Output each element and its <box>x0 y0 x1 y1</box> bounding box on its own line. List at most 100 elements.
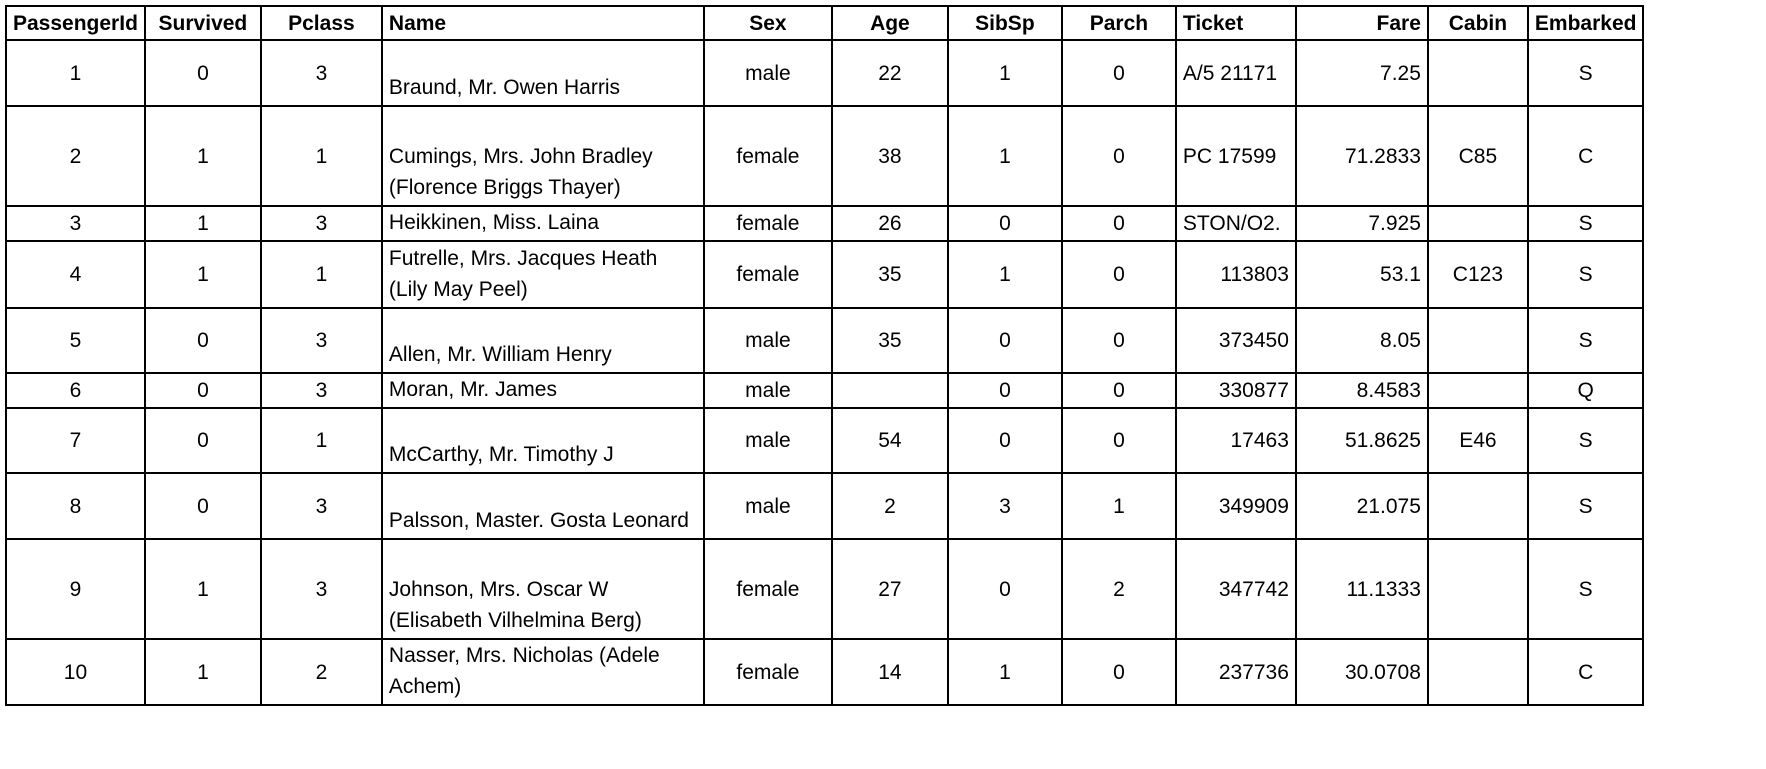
column-header-name[interactable]: Name <box>380 5 705 41</box>
cell-name[interactable]: Moran, Mr. James <box>380 372 705 409</box>
cell-cabin[interactable]: C85 <box>1426 105 1529 207</box>
cell-ticket[interactable]: 330877 <box>1174 372 1297 409</box>
cell-pclass[interactable]: 3 <box>259 307 383 374</box>
cell-embarked[interactable]: Q <box>1526 372 1645 409</box>
cell-age[interactable]: 2 <box>830 472 949 540</box>
cell-pclass[interactable]: 3 <box>259 472 383 540</box>
cell-sibsp[interactable]: 3 <box>946 472 1063 540</box>
cell-ticket[interactable]: 373450 <box>1174 307 1297 374</box>
cell-cabin[interactable] <box>1426 39 1529 107</box>
cell-age[interactable]: 22 <box>830 39 949 107</box>
cell-cabin[interactable] <box>1426 307 1529 374</box>
cell-sex[interactable]: male <box>702 39 833 107</box>
cell-ticket[interactable]: 237736 <box>1174 638 1297 706</box>
cell-passengerid[interactable]: 4 <box>5 240 146 309</box>
cell-survived[interactable]: 0 <box>143 307 262 374</box>
cell-cabin[interactable]: E46 <box>1426 407 1529 474</box>
cell-name[interactable]: McCarthy, Mr. Timothy J <box>380 407 705 474</box>
cell-sex[interactable]: female <box>702 538 833 640</box>
column-header-pclass[interactable]: Pclass <box>259 5 383 41</box>
cell-sibsp[interactable]: 1 <box>946 39 1063 107</box>
cell-sibsp[interactable]: 0 <box>946 372 1063 409</box>
cell-embarked[interactable]: S <box>1526 307 1645 374</box>
cell-survived[interactable]: 1 <box>143 240 262 309</box>
cell-fare[interactable]: 8.4583 <box>1294 372 1429 409</box>
cell-sex[interactable]: male <box>702 372 833 409</box>
column-header-embarked[interactable]: Embarked <box>1526 5 1645 41</box>
cell-passengerid[interactable]: 5 <box>5 307 146 374</box>
cell-parch[interactable]: 0 <box>1060 638 1177 706</box>
cell-sibsp[interactable]: 0 <box>946 205 1063 242</box>
cell-name[interactable]: Cumings, Mrs. John Bradley (Florence Bri… <box>380 105 705 207</box>
cell-pclass[interactable]: 1 <box>259 240 383 309</box>
cell-ticket[interactable]: 347742 <box>1174 538 1297 640</box>
cell-cabin[interactable] <box>1426 205 1529 242</box>
cell-name[interactable]: Heikkinen, Miss. Laina <box>380 205 705 242</box>
cell-ticket[interactable]: 17463 <box>1174 407 1297 474</box>
cell-survived[interactable]: 0 <box>143 472 262 540</box>
cell-survived[interactable]: 1 <box>143 638 262 706</box>
cell-survived[interactable]: 1 <box>143 105 262 207</box>
cell-embarked[interactable]: C <box>1526 105 1645 207</box>
cell-parch[interactable]: 1 <box>1060 472 1177 540</box>
cell-sibsp[interactable]: 0 <box>946 407 1063 474</box>
cell-embarked[interactable]: S <box>1526 205 1645 242</box>
cell-sex[interactable]: female <box>702 240 833 309</box>
cell-parch[interactable]: 0 <box>1060 372 1177 409</box>
cell-parch[interactable]: 2 <box>1060 538 1177 640</box>
cell-parch[interactable]: 0 <box>1060 105 1177 207</box>
cell-age[interactable]: 35 <box>830 307 949 374</box>
cell-parch[interactable]: 0 <box>1060 39 1177 107</box>
cell-ticket[interactable]: STON/O2. <box>1174 205 1297 242</box>
column-header-survived[interactable]: Survived <box>143 5 262 41</box>
column-header-passengerid[interactable]: PassengerId <box>5 5 146 41</box>
cell-sibsp[interactable]: 0 <box>946 538 1063 640</box>
column-header-cabin[interactable]: Cabin <box>1426 5 1529 41</box>
cell-name[interactable]: Allen, Mr. William Henry <box>380 307 705 374</box>
cell-cabin[interactable] <box>1426 538 1529 640</box>
cell-passengerid[interactable]: 8 <box>5 472 146 540</box>
cell-name[interactable]: Nasser, Mrs. Nicholas (Adele Achem) <box>380 638 705 706</box>
cell-embarked[interactable]: S <box>1526 472 1645 540</box>
cell-fare[interactable]: 11.1333 <box>1294 538 1429 640</box>
cell-fare[interactable]: 7.25 <box>1294 39 1429 107</box>
cell-ticket[interactable]: PC 17599 <box>1174 105 1297 207</box>
cell-fare[interactable]: 71.2833 <box>1294 105 1429 207</box>
cell-passengerid[interactable]: 3 <box>5 205 146 242</box>
cell-sex[interactable]: female <box>702 638 833 706</box>
cell-pclass[interactable]: 2 <box>259 638 383 706</box>
cell-passengerid[interactable]: 1 <box>5 39 146 107</box>
cell-fare[interactable]: 53.1 <box>1294 240 1429 309</box>
column-header-sex[interactable]: Sex <box>702 5 833 41</box>
cell-passengerid[interactable]: 7 <box>5 407 146 474</box>
cell-parch[interactable]: 0 <box>1060 307 1177 374</box>
cell-age[interactable]: 35 <box>830 240 949 309</box>
cell-fare[interactable]: 7.925 <box>1294 205 1429 242</box>
cell-parch[interactable]: 0 <box>1060 240 1177 309</box>
column-header-parch[interactable]: Parch <box>1060 5 1177 41</box>
cell-cabin[interactable] <box>1426 472 1529 540</box>
cell-pclass[interactable]: 3 <box>259 205 383 242</box>
cell-passengerid[interactable]: 9 <box>5 538 146 640</box>
cell-passengerid[interactable]: 10 <box>5 638 146 706</box>
column-header-age[interactable]: Age <box>830 5 949 41</box>
cell-age[interactable]: 54 <box>830 407 949 474</box>
cell-age[interactable]: 38 <box>830 105 949 207</box>
cell-sex[interactable]: female <box>702 105 833 207</box>
cell-ticket[interactable]: 349909 <box>1174 472 1297 540</box>
cell-sibsp[interactable]: 1 <box>946 105 1063 207</box>
cell-embarked[interactable]: S <box>1526 240 1645 309</box>
cell-pclass[interactable]: 3 <box>259 538 383 640</box>
cell-name[interactable]: Palsson, Master. Gosta Leonard <box>380 472 705 540</box>
cell-age[interactable]: 26 <box>830 205 949 242</box>
cell-survived[interactable]: 1 <box>143 538 262 640</box>
column-header-sibsp[interactable]: SibSp <box>946 5 1063 41</box>
cell-embarked[interactable]: C <box>1526 638 1645 706</box>
cell-parch[interactable]: 0 <box>1060 407 1177 474</box>
cell-age[interactable]: 14 <box>830 638 949 706</box>
cell-fare[interactable]: 8.05 <box>1294 307 1429 374</box>
cell-sibsp[interactable]: 1 <box>946 638 1063 706</box>
column-header-ticket[interactable]: Ticket <box>1174 5 1297 41</box>
cell-sex[interactable]: male <box>702 472 833 540</box>
cell-fare[interactable]: 51.8625 <box>1294 407 1429 474</box>
